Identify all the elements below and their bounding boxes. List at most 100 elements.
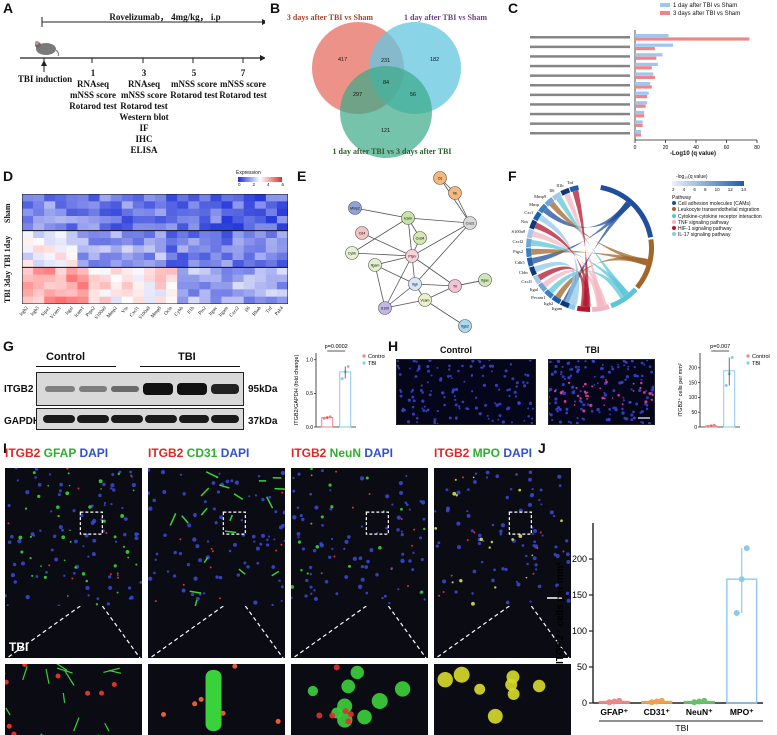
- dapi-nucleus: [551, 373, 554, 376]
- dapi-nucleus: [110, 483, 114, 487]
- heatmap-cell: [55, 297, 66, 304]
- heatmap-cell: [155, 289, 166, 297]
- legend-label: TBI: [368, 361, 377, 367]
- heatmap-cell: [199, 238, 210, 246]
- dapi-nucleus: [560, 371, 562, 373]
- heatmap-cell: [111, 282, 122, 290]
- blot-itgb2-image: [36, 372, 244, 406]
- heatmap-cell: [199, 223, 210, 231]
- dapi-nucleus: [562, 366, 564, 368]
- venn-set-b-label: 1 day after TBI vs Sham: [388, 12, 503, 23]
- itgb2-cell: [562, 390, 564, 392]
- dapi-nucleus: [246, 565, 249, 568]
- dapi-nucleus: [207, 540, 209, 542]
- dapi-nucleus: [427, 370, 430, 373]
- dapi-nucleus: [310, 573, 312, 575]
- dapi-nucleus: [511, 421, 513, 423]
- astrocyte-process: [109, 670, 121, 673]
- chord-gene-label: Itgal: [524, 287, 538, 292]
- dapi-nucleus: [320, 543, 324, 547]
- dapi-nucleus: [130, 596, 134, 600]
- heatmap-cell: [244, 194, 255, 202]
- dapi-nucleus: [411, 568, 414, 571]
- heatmap-cell: [277, 201, 288, 209]
- marker-signal: [489, 546, 491, 548]
- dapi-nucleus: [458, 405, 460, 407]
- heatmap-cell: [55, 194, 66, 202]
- heatmap-cell: [277, 223, 288, 231]
- heatmap-cell: [188, 297, 199, 304]
- dapi-nucleus: [252, 535, 256, 539]
- heatmap-cell: [122, 267, 133, 275]
- day-5-block: 5 mNSS score Rotarod test: [168, 68, 220, 101]
- y-tick-label: 200: [689, 366, 698, 372]
- dapi-nucleus: [385, 494, 389, 498]
- dapi-nucleus: [203, 592, 205, 594]
- heatmap-cell: [44, 223, 55, 231]
- chord-gene-label: Itgb2: [539, 301, 553, 306]
- heatmap-cell: [77, 231, 88, 239]
- dapi-nucleus: [584, 360, 586, 362]
- heatmap-cell: [144, 275, 155, 283]
- heatmap-cell: [266, 245, 277, 253]
- dapi-nucleus: [173, 574, 176, 577]
- dapi-nucleus: [603, 392, 605, 394]
- venn-count-ac: 297: [353, 92, 362, 98]
- dapi-nucleus: [515, 473, 518, 476]
- j-x-tick-label: NeuN⁺: [686, 707, 713, 717]
- dapi-nucleus: [34, 476, 37, 479]
- heatmap-cell: [122, 260, 133, 268]
- marker-signal: [44, 576, 47, 579]
- marker-signal: [366, 477, 369, 480]
- y-tick-label: 150: [689, 380, 698, 386]
- heatmap-cell: [77, 216, 88, 224]
- quant-point: [707, 425, 710, 428]
- dapi-nucleus: [179, 552, 182, 555]
- mpo-cell: [505, 679, 517, 691]
- marker-signal: [259, 480, 266, 482]
- heatmap-cell: [111, 201, 122, 209]
- zoom-box: [366, 512, 388, 534]
- chord-gene-label: Mmp: [525, 202, 539, 207]
- dapi-nucleus: [635, 403, 638, 406]
- drug-label: Rovelizumab， 4mg/kg， i.p: [90, 12, 240, 23]
- go-bar-1day: [635, 34, 669, 37]
- dapi-nucleus: [364, 565, 368, 569]
- marker-signal: [311, 474, 313, 476]
- heatmap-cell: [177, 194, 188, 202]
- dapi-nucleus: [59, 483, 63, 487]
- dapi-nucleus: [300, 514, 303, 517]
- dapi-nucleus: [358, 585, 362, 589]
- legend-marker: [746, 361, 749, 364]
- heatmap-cell: [133, 275, 144, 283]
- dapi-nucleus: [132, 483, 136, 487]
- marker-signal: [118, 473, 120, 475]
- dapi-nucleus: [538, 499, 540, 501]
- heatmap-cell: [199, 231, 210, 239]
- go-bar-1day: [635, 92, 649, 95]
- dapi-nucleus: [429, 393, 432, 396]
- if-stain-header: ITGB2 NeuN DAPI: [291, 446, 393, 460]
- dapi-nucleus: [128, 586, 131, 589]
- mpo-cell: [454, 667, 470, 683]
- heatmap-cell: [44, 282, 55, 290]
- itgb2-cell: [617, 394, 620, 397]
- day-1-block: 1 RNAseq mNSS score Rotarod test: [68, 68, 118, 112]
- dapi-nucleus: [26, 595, 30, 599]
- dapi-nucleus: [475, 473, 477, 475]
- heatmap-grid: [22, 194, 288, 304]
- dapi-nucleus: [399, 373, 402, 376]
- dapi-nucleus: [578, 366, 580, 368]
- dapi-nucleus: [498, 389, 500, 391]
- dapi-nucleus: [14, 580, 17, 583]
- heatmap-cell: [210, 275, 221, 283]
- dapi-nucleus: [437, 541, 440, 544]
- heatmap-cell: [44, 253, 55, 261]
- connector-background: [291, 606, 428, 658]
- dapi-nucleus: [292, 490, 295, 493]
- dapi-nucleus: [219, 576, 223, 580]
- itgb2-cell: [554, 390, 556, 392]
- marker-signal: [518, 534, 522, 538]
- dapi-nucleus: [524, 374, 526, 376]
- heatmap-cell: [44, 289, 55, 297]
